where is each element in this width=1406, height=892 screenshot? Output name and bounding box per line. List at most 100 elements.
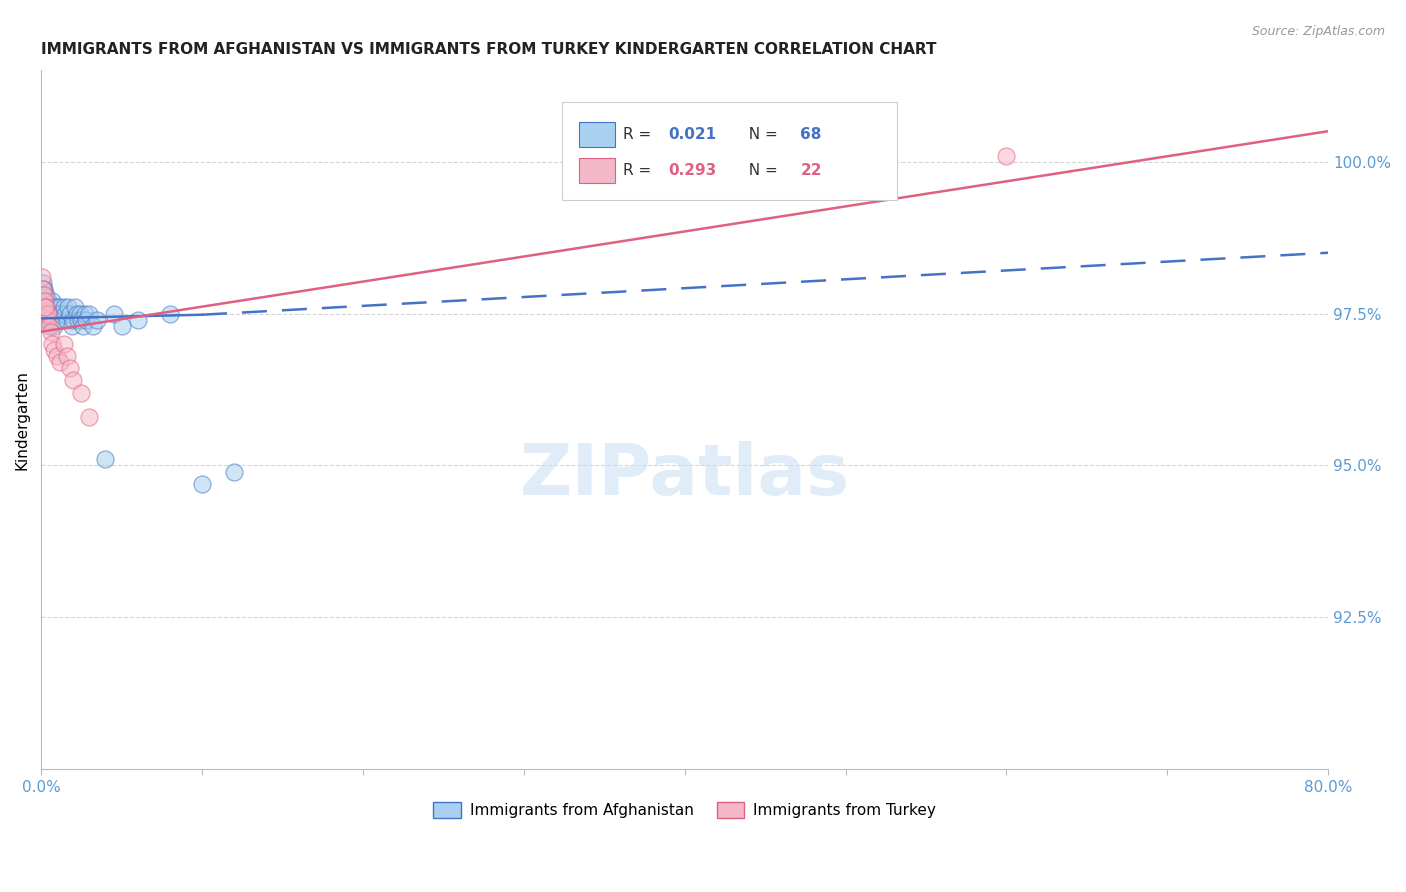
Point — [46, 306, 69, 320]
Point — [59, 306, 82, 320]
Point — [35, 306, 58, 320]
Point — [69, 306, 91, 320]
Point — [51, 312, 73, 326]
Point — [82, 318, 104, 333]
Point — [60, 318, 83, 333]
Point — [94, 452, 117, 467]
Point — [127, 312, 149, 326]
Point — [41, 312, 63, 326]
Point — [67, 312, 90, 326]
Point — [37, 306, 59, 320]
Point — [34, 301, 56, 315]
Point — [39, 312, 62, 326]
Point — [86, 312, 108, 326]
Point — [32, 288, 55, 302]
Point — [31, 288, 53, 302]
FancyBboxPatch shape — [562, 102, 897, 200]
Point — [42, 301, 65, 315]
Point — [34, 294, 56, 309]
Point — [45, 312, 67, 326]
Point — [35, 288, 58, 302]
Point — [72, 318, 94, 333]
Point — [995, 148, 1018, 162]
Point — [37, 306, 59, 320]
Point — [70, 385, 93, 400]
Text: N =: N = — [738, 163, 782, 178]
Point — [63, 301, 86, 315]
Legend: Immigrants from Afghanistan, Immigrants from Turkey: Immigrants from Afghanistan, Immigrants … — [427, 796, 942, 824]
Point — [42, 318, 65, 333]
Y-axis label: Kindergarten: Kindergarten — [15, 370, 30, 470]
Point — [52, 337, 75, 351]
Point — [38, 301, 60, 315]
Point — [37, 301, 59, 315]
Point — [31, 276, 53, 290]
Point — [46, 349, 69, 363]
Point — [32, 288, 55, 302]
Text: 0.021: 0.021 — [668, 127, 716, 142]
Point — [31, 282, 53, 296]
Point — [38, 318, 60, 333]
Point — [37, 312, 59, 326]
Point — [34, 301, 56, 315]
Point — [48, 301, 70, 315]
Point — [39, 306, 62, 320]
FancyBboxPatch shape — [579, 158, 616, 184]
Point — [65, 306, 87, 320]
Point — [224, 465, 246, 479]
Point — [32, 301, 55, 315]
Point — [31, 282, 53, 296]
Point — [32, 294, 55, 309]
Point — [191, 476, 214, 491]
Point — [34, 301, 56, 315]
Point — [159, 306, 181, 320]
Point — [49, 355, 72, 369]
Point — [38, 312, 60, 326]
Point — [79, 306, 101, 320]
Point — [31, 301, 53, 315]
Point — [37, 312, 59, 326]
Point — [53, 306, 76, 320]
Point — [35, 301, 58, 315]
Point — [52, 301, 75, 315]
Point — [44, 306, 66, 320]
Text: R =: R = — [623, 163, 657, 178]
Point — [41, 306, 63, 320]
Point — [31, 288, 53, 302]
Point — [49, 306, 72, 320]
Point — [39, 306, 62, 320]
Text: 68: 68 — [800, 127, 823, 142]
Point — [110, 318, 132, 333]
Text: R =: R = — [623, 127, 657, 142]
Point — [59, 361, 82, 376]
Point — [42, 343, 65, 357]
Point — [38, 306, 60, 320]
Point — [46, 312, 69, 326]
Point — [56, 349, 79, 363]
Point — [79, 409, 101, 424]
Point — [39, 318, 62, 333]
Text: 22: 22 — [800, 163, 823, 178]
Point — [32, 282, 55, 296]
Point — [70, 312, 93, 326]
Point — [34, 306, 56, 320]
Point — [32, 294, 55, 309]
Text: Source: ZipAtlas.com: Source: ZipAtlas.com — [1251, 25, 1385, 38]
Point — [31, 270, 53, 285]
Point — [45, 301, 67, 315]
Point — [75, 312, 97, 326]
Text: ZIPatlas: ZIPatlas — [520, 442, 849, 510]
Point — [35, 294, 58, 309]
Text: 0.293: 0.293 — [668, 163, 716, 178]
Point — [41, 301, 63, 315]
Point — [34, 282, 56, 296]
Point — [41, 294, 63, 309]
Point — [37, 294, 59, 309]
Point — [41, 337, 63, 351]
Point — [62, 373, 84, 387]
Point — [42, 312, 65, 326]
Point — [73, 306, 96, 320]
Point — [34, 294, 56, 309]
Point — [39, 325, 62, 339]
Point — [56, 312, 79, 326]
